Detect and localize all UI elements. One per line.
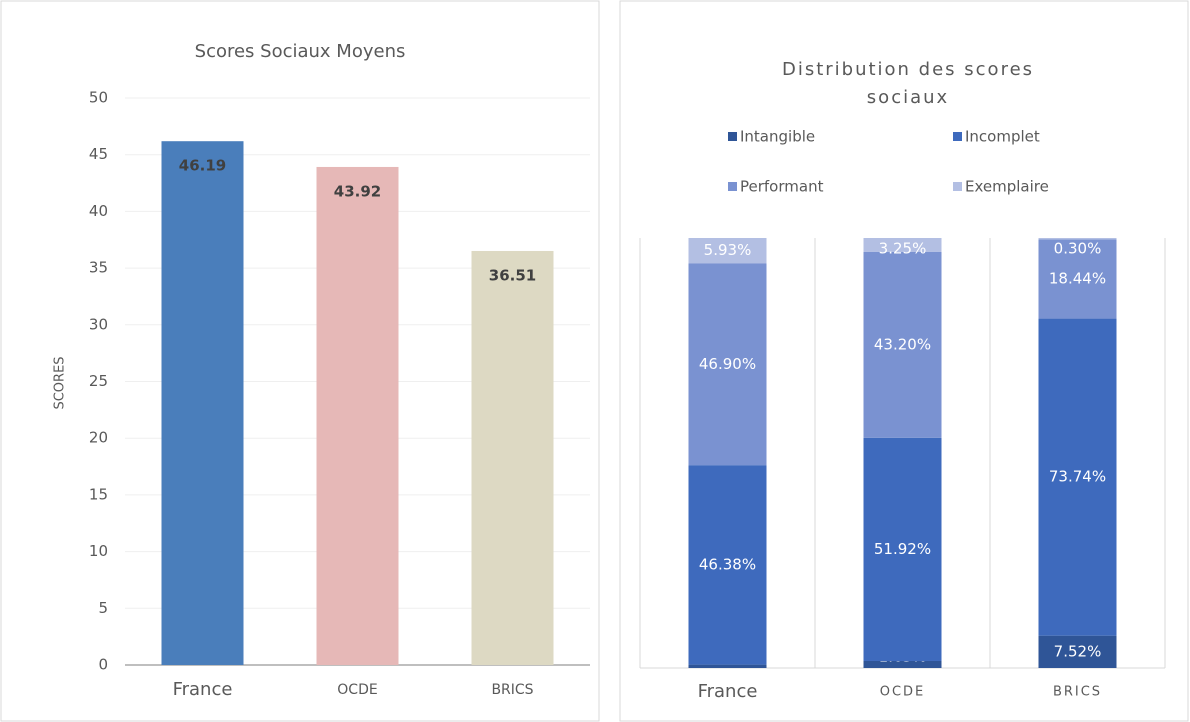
y-tick-label: 35: [89, 259, 108, 277]
data-label: 73.74%: [1049, 468, 1106, 486]
y-axis-label: SCORES: [53, 356, 68, 409]
legend-swatch: [728, 182, 737, 191]
x-tick-label: OCDE: [337, 682, 377, 698]
data-label: 51.92%: [874, 540, 931, 558]
chart-title: Scores Sociaux Moyens: [195, 41, 406, 62]
y-tick-label: 20: [89, 429, 108, 447]
bar: [316, 166, 399, 665]
data-label: 3.25%: [879, 240, 927, 258]
bar-segment: [1038, 238, 1117, 240]
y-tick-label: 15: [89, 485, 108, 503]
bar: [161, 141, 244, 666]
bar-segment: [1038, 239, 1117, 319]
data-label: 36.51: [489, 266, 536, 284]
bar-segment: [863, 251, 942, 438]
y-tick-label: 30: [89, 315, 108, 333]
bar-segment: [863, 238, 942, 252]
x-tick-label: BRICS: [1053, 685, 1102, 700]
legend-swatch: [728, 132, 737, 141]
data-label: 0.30%: [1054, 240, 1102, 258]
data-label: 46.90%: [699, 355, 756, 373]
y-tick-label: 40: [89, 202, 108, 220]
y-tick-label: 50: [89, 89, 108, 107]
bar-segment: [688, 263, 767, 466]
data-label: 43.92: [334, 182, 381, 200]
y-tick-label: 45: [89, 145, 108, 163]
bar-segment: [863, 660, 942, 668]
legend-swatch: [953, 132, 962, 141]
y-tick-label: 0: [98, 656, 108, 674]
y-tick-label: 25: [89, 372, 108, 390]
data-label: 5.93%: [704, 241, 752, 259]
y-tick-label: 5: [98, 599, 108, 617]
x-tick-label: OCDE: [880, 685, 926, 700]
data-label: 46.38%: [699, 555, 756, 573]
bar: [471, 250, 554, 665]
x-tick-label: BRICS: [491, 682, 533, 698]
data-label: 46.19: [179, 157, 226, 175]
bar-segment: [688, 238, 767, 264]
bar-segment: [688, 465, 767, 665]
legend-label: Incomplet: [965, 128, 1040, 146]
y-tick-label: 10: [89, 542, 108, 560]
bar-segment: [863, 437, 942, 661]
legend-label: Exemplaire: [965, 178, 1049, 196]
legend-label: Intangible: [740, 128, 815, 146]
bar-segment: [688, 664, 767, 668]
legend-swatch: [953, 182, 962, 191]
bar-segment: [1038, 318, 1117, 636]
data-label: 18.44%: [1049, 269, 1106, 287]
data-label: 43.20%: [874, 335, 931, 353]
x-tick-label: France: [173, 679, 233, 700]
bar-segment: [1038, 635, 1117, 668]
legend-label: Performant: [740, 178, 824, 196]
data-label: 7.52%: [1054, 642, 1102, 660]
chart-title: Distribution des scores sociaux: [782, 59, 1034, 108]
x-tick-label: France: [698, 681, 758, 702]
